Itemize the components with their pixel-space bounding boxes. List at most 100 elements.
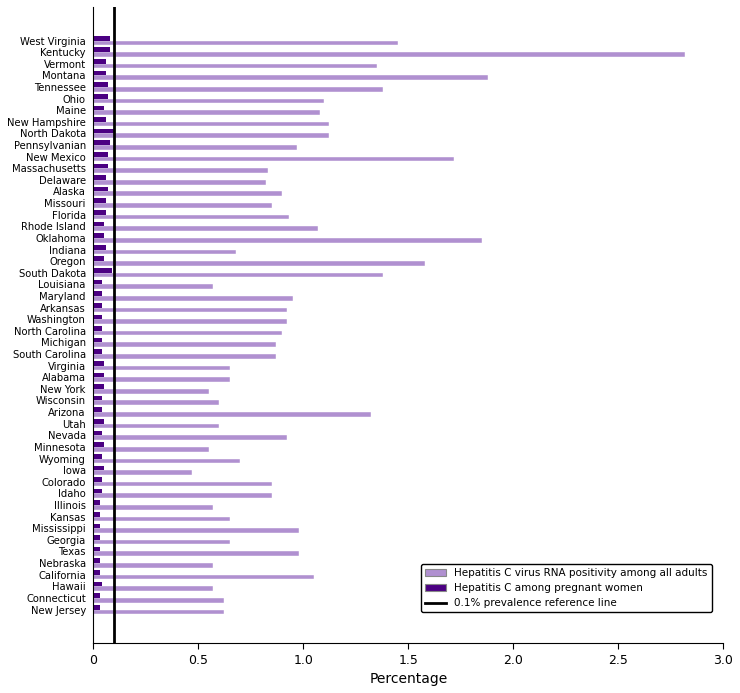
Bar bbox=[93, 110, 320, 115]
Bar bbox=[93, 319, 286, 324]
Bar bbox=[93, 489, 102, 493]
Bar bbox=[93, 570, 100, 574]
Bar bbox=[93, 373, 104, 377]
Bar bbox=[93, 291, 102, 296]
Bar bbox=[93, 447, 209, 452]
Bar bbox=[93, 377, 230, 382]
Bar bbox=[93, 354, 276, 359]
Bar bbox=[93, 222, 104, 227]
Bar bbox=[93, 261, 425, 266]
Bar bbox=[93, 122, 329, 126]
Bar bbox=[93, 152, 108, 157]
Bar bbox=[93, 563, 213, 568]
Bar bbox=[93, 528, 299, 533]
Bar bbox=[93, 203, 272, 208]
Bar bbox=[93, 198, 106, 203]
Bar bbox=[93, 98, 324, 103]
Bar bbox=[93, 401, 219, 405]
Bar bbox=[93, 423, 219, 428]
Bar bbox=[93, 493, 272, 498]
Bar bbox=[93, 187, 108, 191]
Bar bbox=[93, 48, 110, 52]
Bar bbox=[93, 482, 272, 486]
Bar bbox=[93, 593, 100, 598]
Bar bbox=[93, 59, 106, 64]
Bar bbox=[93, 82, 108, 87]
Bar bbox=[93, 256, 104, 261]
Bar bbox=[93, 407, 102, 412]
Bar bbox=[93, 435, 286, 440]
Bar bbox=[93, 326, 102, 331]
Bar bbox=[93, 76, 488, 80]
Bar bbox=[93, 117, 106, 122]
Bar bbox=[93, 384, 104, 389]
Bar bbox=[93, 40, 398, 45]
Bar bbox=[93, 268, 112, 273]
Bar bbox=[93, 215, 289, 220]
Bar bbox=[93, 145, 297, 150]
Bar bbox=[93, 238, 482, 243]
Bar bbox=[93, 284, 213, 289]
Bar bbox=[93, 296, 293, 301]
Bar bbox=[93, 605, 100, 610]
Bar bbox=[93, 419, 104, 423]
Bar bbox=[93, 280, 102, 284]
Bar bbox=[93, 540, 230, 545]
Bar bbox=[93, 141, 110, 145]
X-axis label: Percentage: Percentage bbox=[369, 672, 448, 686]
Bar bbox=[93, 71, 106, 76]
Bar bbox=[93, 361, 104, 366]
Bar bbox=[93, 175, 106, 180]
Bar bbox=[93, 500, 100, 505]
Bar bbox=[93, 459, 240, 463]
Bar bbox=[93, 245, 106, 249]
Bar bbox=[93, 466, 104, 470]
Bar bbox=[93, 249, 236, 254]
Bar bbox=[93, 586, 213, 591]
Bar bbox=[93, 52, 685, 57]
Bar bbox=[93, 598, 223, 602]
Bar bbox=[93, 366, 230, 370]
Bar bbox=[93, 535, 100, 540]
Bar bbox=[93, 342, 276, 347]
Bar bbox=[93, 454, 102, 459]
Bar bbox=[93, 331, 283, 335]
Bar bbox=[93, 516, 230, 521]
Bar bbox=[93, 349, 102, 354]
Bar bbox=[93, 547, 100, 552]
Bar bbox=[93, 396, 102, 401]
Bar bbox=[93, 308, 286, 313]
Bar bbox=[93, 168, 268, 173]
Bar bbox=[93, 470, 192, 475]
Bar bbox=[93, 64, 377, 69]
Bar bbox=[93, 581, 102, 586]
Bar bbox=[93, 180, 266, 184]
Bar bbox=[93, 234, 104, 238]
Bar bbox=[93, 559, 100, 563]
Bar bbox=[93, 94, 108, 98]
Bar bbox=[93, 129, 115, 134]
Bar bbox=[93, 303, 102, 308]
Bar bbox=[93, 191, 283, 196]
Bar bbox=[93, 134, 329, 138]
Bar bbox=[93, 315, 102, 319]
Bar bbox=[93, 389, 209, 394]
Bar bbox=[93, 574, 314, 579]
Bar bbox=[93, 227, 318, 231]
Bar bbox=[93, 36, 110, 40]
Bar bbox=[93, 210, 106, 215]
Bar bbox=[93, 164, 108, 168]
Bar bbox=[93, 610, 223, 614]
Bar bbox=[93, 512, 100, 516]
Bar bbox=[93, 477, 102, 482]
Bar bbox=[93, 552, 299, 556]
Bar bbox=[93, 524, 100, 528]
Bar bbox=[93, 337, 102, 342]
Bar bbox=[93, 87, 383, 91]
Bar bbox=[93, 505, 213, 509]
Bar bbox=[93, 105, 104, 110]
Legend: Hepatitis C virus RNA positivity among all adults, Hepatitis C among pregnant wo: Hepatitis C virus RNA positivity among a… bbox=[421, 563, 712, 613]
Bar bbox=[93, 430, 102, 435]
Bar bbox=[93, 442, 104, 447]
Bar bbox=[93, 412, 371, 416]
